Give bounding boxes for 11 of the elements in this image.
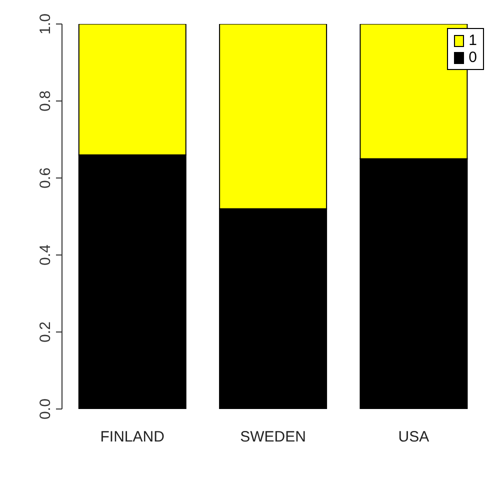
x-tick-label: SWEDEN xyxy=(240,428,306,446)
y-tick-label: 0.8 xyxy=(37,90,54,112)
y-tick-label: 0.4 xyxy=(37,244,54,266)
legend-label: 0 xyxy=(468,49,477,66)
legend-label: 1 xyxy=(468,32,477,49)
y-tick-label: 0.2 xyxy=(37,322,54,342)
y-tick-label: 0.0 xyxy=(37,398,54,420)
x-tick-label: USA xyxy=(398,428,430,446)
y-tick-label: 0.6 xyxy=(37,168,54,188)
y-tick-label: 1.0 xyxy=(37,14,54,34)
x-tick-label: FINLAND xyxy=(100,428,165,446)
